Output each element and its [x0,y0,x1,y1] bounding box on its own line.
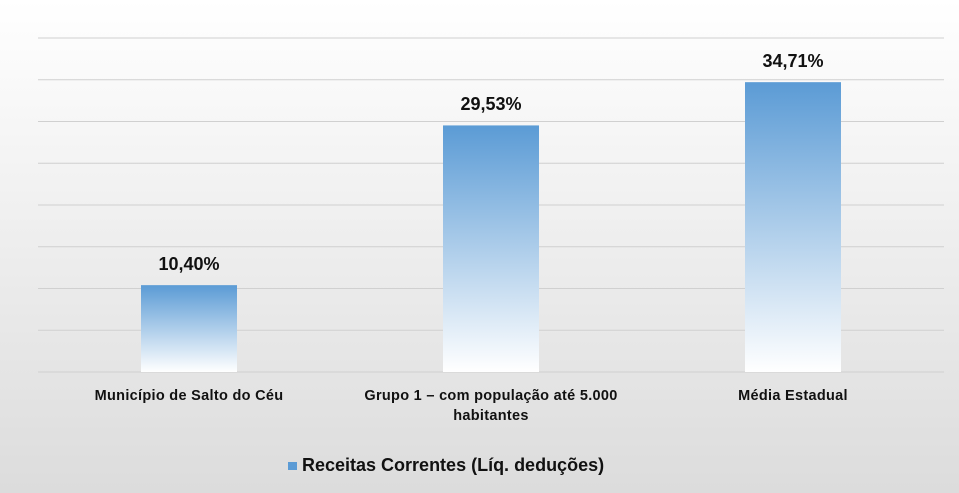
data-label: 29,53% [460,94,521,114]
x-tick-label: Média Estadual [738,388,848,404]
data-label: 10,40% [158,254,219,274]
legend-swatch [288,462,297,470]
x-tick-label: Município de Salto do Céu [94,388,284,404]
legend-label: Receitas Correntes (Líq. deduções) [302,455,604,475]
bar [141,285,237,372]
x-tick-label: Grupo 1 – com população até 5.000 habita… [364,388,618,424]
bar [745,82,841,372]
bar [443,125,539,372]
data-label: 34,71% [762,51,823,71]
